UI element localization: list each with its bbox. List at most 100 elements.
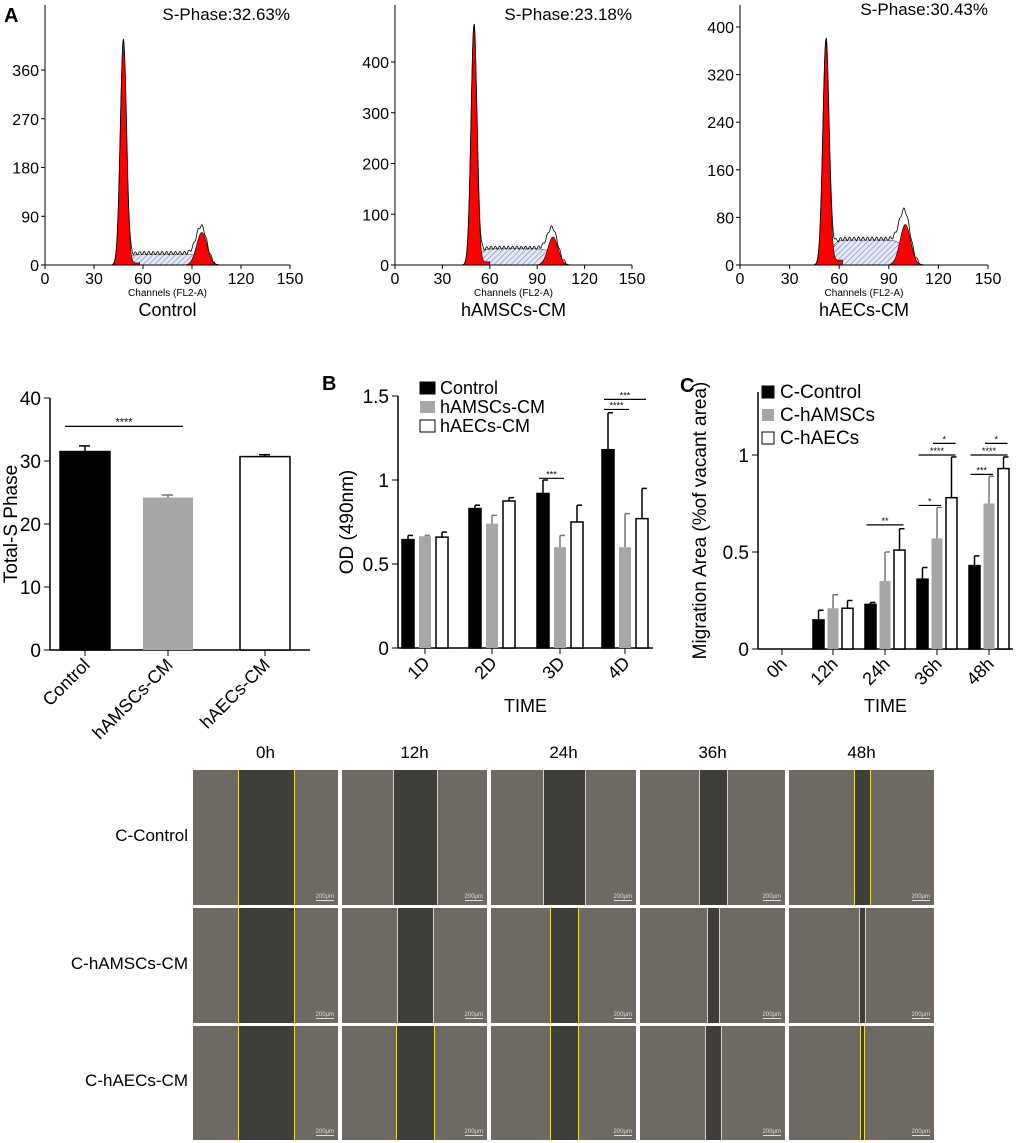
scale-bar: 200μm <box>315 1012 334 1019</box>
column-header: 24h <box>549 743 578 762</box>
y-tick-label: 100 <box>362 207 389 224</box>
x-tick-label: 12h <box>806 654 841 689</box>
panel-label-a: A <box>4 5 18 27</box>
bar <box>812 619 825 650</box>
micrograph: 200μm <box>342 908 487 1023</box>
histogram-caption: Control <box>138 300 196 320</box>
x-tick-label: 120 <box>571 271 598 288</box>
scale-bar: 200μm <box>613 894 632 901</box>
bar <box>997 467 1010 650</box>
bar <box>59 450 111 651</box>
x-tick-label: 0 <box>736 271 745 288</box>
x-tick-label: 0 <box>391 271 400 288</box>
micrograph: 200μm <box>640 1026 785 1140</box>
micrograph: 200μm <box>789 908 934 1023</box>
x-axis-label: TIME <box>504 696 547 716</box>
g1-peak <box>457 26 491 266</box>
bar <box>435 536 449 649</box>
column-header: 0h <box>256 743 275 762</box>
significance-label: *** <box>976 465 987 475</box>
bar <box>945 496 958 650</box>
y-tick-label: 360 <box>12 63 39 80</box>
legend-label: Control <box>440 378 498 398</box>
micrograph: 200μm <box>342 770 487 905</box>
scale-bar: 200μm <box>613 1129 632 1136</box>
wound-gap <box>392 770 439 905</box>
significance-label: **** <box>982 446 997 456</box>
y-tick-label: 0 <box>30 258 39 275</box>
legend-swatch <box>761 431 775 445</box>
histogram-outline <box>457 23 577 266</box>
y-tick-label: 0 <box>380 258 389 275</box>
wound-gap <box>237 1026 296 1140</box>
bar <box>486 523 498 648</box>
x-axis-label: Channels (FL2-A) <box>825 288 904 299</box>
y-tick-label: 0.5 <box>363 555 389 576</box>
bar <box>893 549 906 650</box>
micrograph: 200μm <box>193 908 338 1023</box>
scale-bar: 200μm <box>464 1012 483 1019</box>
bar <box>968 564 981 650</box>
g1-peak <box>106 39 141 266</box>
x-tick-label: 150 <box>619 271 646 288</box>
scale-bar: 200μm <box>315 894 334 901</box>
wound-gap <box>859 908 866 1023</box>
x-tick-label: 150 <box>277 271 304 288</box>
significance-label: * <box>942 434 946 444</box>
micrograph: 200μm <box>491 908 636 1023</box>
legend-label: C-Control <box>780 382 861 403</box>
legend-label: hAMSCs-CM <box>440 397 545 417</box>
g1-peak <box>809 41 843 266</box>
bar <box>983 503 995 649</box>
s-phase-value: S-Phase:30.43% <box>860 0 988 19</box>
y-tick-label: 1 <box>738 446 749 467</box>
y-tick-label: 320 <box>707 68 734 85</box>
significance-label: **** <box>930 446 945 456</box>
legend-swatch <box>419 419 436 433</box>
wound-gap <box>397 908 434 1023</box>
significance-label: * <box>928 496 932 506</box>
micrograph: 200μm <box>640 770 785 905</box>
x-tick-label: hAECs-CM <box>196 655 274 733</box>
x-tick-label: 48h <box>962 654 997 689</box>
x-tick-label: 4D <box>603 653 633 683</box>
x-tick-label: 120 <box>925 271 952 288</box>
column-header: 48h <box>847 743 876 762</box>
row-header: C-Control <box>115 825 188 845</box>
micrograph: 200μm <box>640 908 785 1023</box>
scale-bar: 200μm <box>911 894 930 901</box>
bar <box>401 538 415 649</box>
micrograph: 200μm <box>491 770 636 905</box>
y-tick-label: 300 <box>362 106 389 123</box>
legend-label: hAECs-CM <box>440 416 530 436</box>
legend-swatch <box>420 401 435 413</box>
scale-bar: 200μm <box>762 1012 781 1019</box>
y-tick-label: 1 <box>378 471 389 492</box>
scale-bar: 200μm <box>911 1129 930 1136</box>
x-tick-label: 3D <box>538 653 568 683</box>
x-tick-label: 60 <box>481 271 499 288</box>
legend-swatch <box>762 409 774 421</box>
y-tick-label: 240 <box>707 115 734 132</box>
y-tick-label: 40 <box>20 389 41 410</box>
wound-gap <box>854 770 871 905</box>
wound-gap <box>705 1026 722 1140</box>
y-tick-label: 270 <box>12 112 39 129</box>
s-phase-value: S-Phase:32.63% <box>162 5 290 24</box>
y-axis-label: OD (490nm) <box>337 470 358 575</box>
legend-swatch <box>761 385 775 399</box>
histogram-outline <box>106 38 227 266</box>
bar <box>864 603 877 650</box>
wound-gap <box>550 908 579 1023</box>
micrograph: 200μm <box>491 1026 636 1140</box>
bar <box>635 517 649 649</box>
legend-label: C-hAMSCs <box>780 405 875 426</box>
bar <box>536 492 550 649</box>
y-tick-label: 0.5 <box>723 543 749 564</box>
significance-label: ** <box>881 516 889 526</box>
bar <box>419 536 431 648</box>
panel-label-c: C <box>680 375 694 397</box>
x-tick-label: 120 <box>228 271 255 288</box>
x-tick-label: 24h <box>858 654 893 689</box>
